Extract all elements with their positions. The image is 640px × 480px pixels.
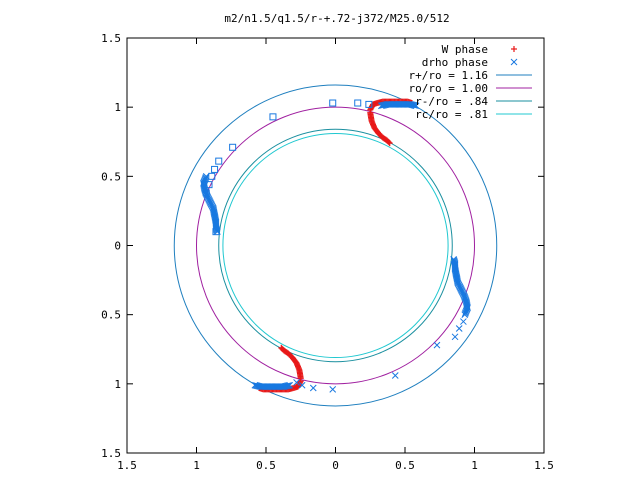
axis-ticks: 1.5 1 0.5 0 0.5 1 1.51.510.500.511.5: [101, 32, 554, 472]
point-cross: [412, 102, 420, 110]
point-cross: [460, 318, 467, 325]
cross-b: [309, 384, 317, 392]
point-cross: [411, 102, 419, 109]
point-cross: [293, 379, 300, 386]
y-tick-label: 0: [114, 240, 121, 253]
x-tick-label: 1: [193, 459, 200, 472]
data-points: [200, 98, 471, 393]
circle-r-0-84: [218, 128, 453, 363]
y-tick-label: 1: [114, 101, 121, 114]
cross-b: [254, 382, 262, 390]
point-plus: [385, 139, 392, 146]
cross-b: [510, 58, 518, 66]
point-cross: [455, 325, 463, 332]
cross-b: [463, 298, 470, 306]
cross-b: [412, 102, 420, 110]
y-tick-label: 0.5: [101, 309, 121, 322]
point-cross: [391, 372, 399, 379]
point-cross: [252, 382, 260, 389]
legend-label: drho phase: [422, 56, 488, 69]
point-plus: [278, 344, 285, 351]
legend-label: r+/ro = 1.16: [409, 69, 488, 82]
cross-b: [410, 101, 418, 109]
cross-b: [329, 386, 337, 393]
point-square: [229, 143, 237, 151]
legend-label: W phase: [442, 43, 488, 56]
circle-r-0-81: [222, 132, 449, 359]
legend-marker-cross: [510, 58, 518, 66]
point-square: [269, 113, 277, 121]
point-cross: [433, 341, 441, 349]
cross-b: [253, 382, 261, 390]
legend-label: rc/ro = .81: [415, 108, 488, 121]
y-tick-label: 0.5: [101, 170, 121, 183]
cross-b: [433, 341, 441, 349]
y-tick-label: 1.5: [101, 447, 121, 460]
cross-b: [252, 382, 260, 389]
point-square: [202, 189, 210, 197]
cross-b: [293, 379, 300, 386]
cross-b: [411, 102, 419, 109]
cross-b: [298, 381, 306, 389]
cross-b: [460, 318, 467, 325]
point-cross: [410, 101, 418, 109]
point-square: [354, 99, 362, 107]
point-square: [208, 172, 216, 180]
cross-b: [455, 325, 463, 332]
cross-b: [451, 261, 459, 268]
legend-label: ro/ro = 1.00: [409, 82, 488, 95]
point-square: [211, 165, 219, 173]
point-square: [329, 99, 337, 107]
point-plus: [279, 345, 286, 352]
cross-b: [201, 185, 208, 193]
circle-r-1: [196, 106, 475, 385]
point-cross: [251, 381, 259, 389]
cross-b: [451, 333, 459, 341]
x-tick-label: 0.5: [395, 459, 415, 472]
y-tick-label: 1: [114, 378, 121, 391]
chart-title: m2/n1.5/q1.5/r-+.72-j372/M25.0/512: [224, 12, 449, 25]
cross-b: [391, 372, 399, 379]
point-plus: [386, 140, 393, 147]
y-tick-label: 1.5: [101, 32, 121, 45]
cross-b: [251, 381, 259, 389]
point-cross: [309, 384, 317, 392]
x-tick-label: 1.5: [534, 459, 554, 472]
point-square: [205, 181, 213, 189]
legend-marker-plus: [511, 46, 517, 52]
x-tick-label: 0.5: [256, 459, 276, 472]
legend-label: r-/ro = .84: [415, 95, 488, 108]
circle-r-1-16: [173, 84, 498, 407]
point-cross: [253, 382, 261, 390]
x-tick-label: 0: [332, 459, 339, 472]
cross-b: [463, 299, 470, 307]
reference-circles: [173, 84, 498, 407]
point-square: [215, 157, 223, 165]
cross-b: [409, 101, 417, 109]
point-square: [212, 228, 220, 236]
point-cross: [329, 386, 337, 393]
cross-b: [450, 255, 458, 263]
x-tick-label: 1: [471, 459, 478, 472]
point-square: [365, 100, 373, 108]
point-cross: [450, 255, 458, 263]
point-cross: [298, 381, 306, 389]
point-cross: [451, 333, 459, 341]
x-tick-label: 1.5: [117, 459, 137, 472]
